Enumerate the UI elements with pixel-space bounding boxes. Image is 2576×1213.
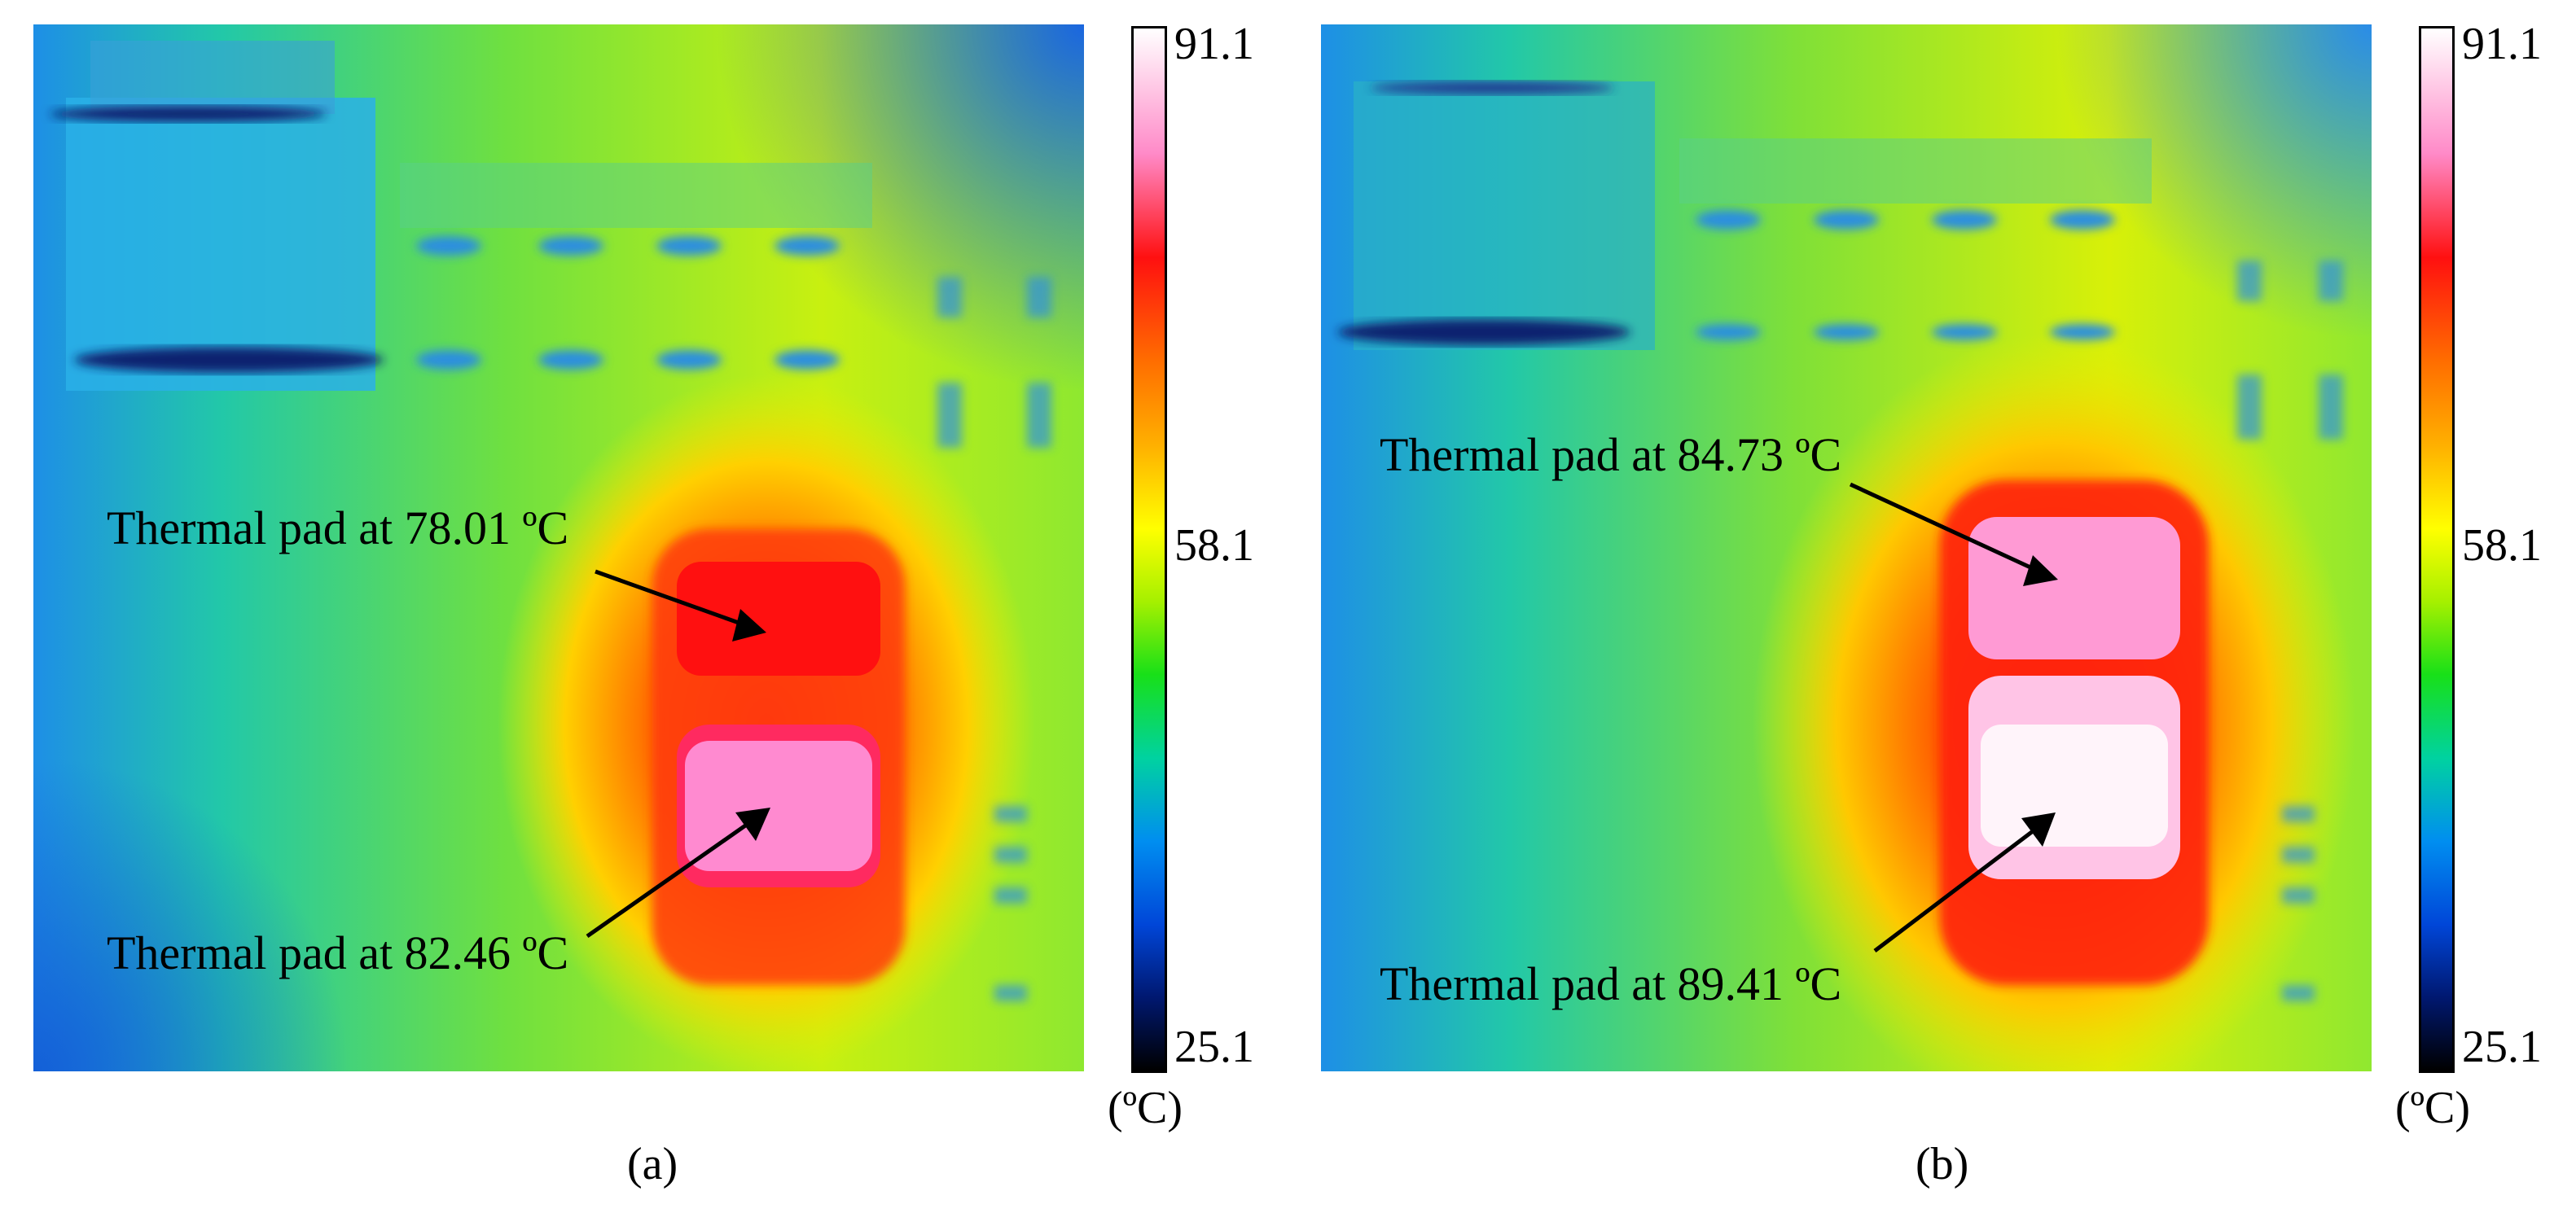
annotation-top-b: Thermal pad at 84.73 ºC	[1380, 428, 1842, 481]
colorbar-a	[1131, 26, 1167, 1073]
colorbar-unit-b: (ºC)	[2395, 1083, 2471, 1133]
colorbar-min-a: 25.1	[1174, 1022, 1254, 1072]
annotation-top-a: Thermal pad at 78.01 ºC	[107, 501, 569, 554]
arrow-bottom-a	[586, 820, 752, 939]
arrow-top-b	[1849, 482, 2041, 574]
thermal-image-a: Thermal pad at 78.01 ºC Thermal pad at 8…	[33, 24, 1084, 1071]
annotation-arrows-a	[586, 569, 770, 939]
thermal-image-b: Thermal pad at 84.73 ºC Thermal pad at 8…	[1321, 24, 2372, 1071]
colorbar-unit-a: (ºC)	[1108, 1083, 1183, 1133]
colorbar-mid-a: 58.1	[1174, 520, 1254, 571]
thermal-image-b-svg	[1321, 24, 2372, 1071]
caption-b: (b)	[1916, 1139, 1969, 1189]
colorbar-min-b: 25.1	[2462, 1022, 2542, 1072]
arrow-top-a	[595, 569, 751, 629]
colorbar-max-a: 91.1	[1174, 19, 1254, 69]
arrowhead-bottom-a	[735, 808, 770, 841]
annotation-bottom-b: Thermal pad at 89.41 ºC	[1380, 957, 1842, 1010]
thermal-image-a-svg	[33, 24, 1084, 1071]
caption-a: (a)	[627, 1139, 678, 1189]
arrowhead-top-b	[2023, 555, 2058, 586]
colorbar-max-b: 91.1	[2462, 19, 2542, 69]
colorbar-b	[2419, 26, 2455, 1073]
arrowhead-top-a	[732, 609, 766, 642]
annotation-arrows-b	[1849, 482, 2058, 952]
colorbar-mid-b: 58.1	[2462, 520, 2542, 571]
arrowhead-bottom-b	[2021, 812, 2056, 847]
annotation-bottom-a: Thermal pad at 82.46 ºC	[107, 926, 569, 979]
arrow-bottom-b	[1873, 827, 2038, 952]
